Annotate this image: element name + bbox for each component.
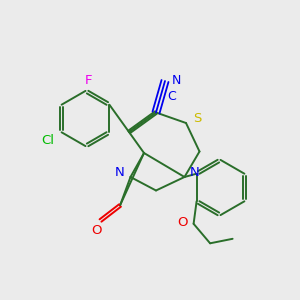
Text: O: O: [92, 224, 102, 238]
Text: F: F: [85, 74, 92, 87]
Text: S: S: [193, 112, 202, 125]
Text: N: N: [190, 166, 200, 179]
Text: N: N: [115, 166, 125, 179]
Text: Cl: Cl: [42, 134, 55, 147]
Text: O: O: [177, 216, 188, 229]
Text: N: N: [172, 74, 181, 88]
Text: C: C: [167, 89, 176, 103]
